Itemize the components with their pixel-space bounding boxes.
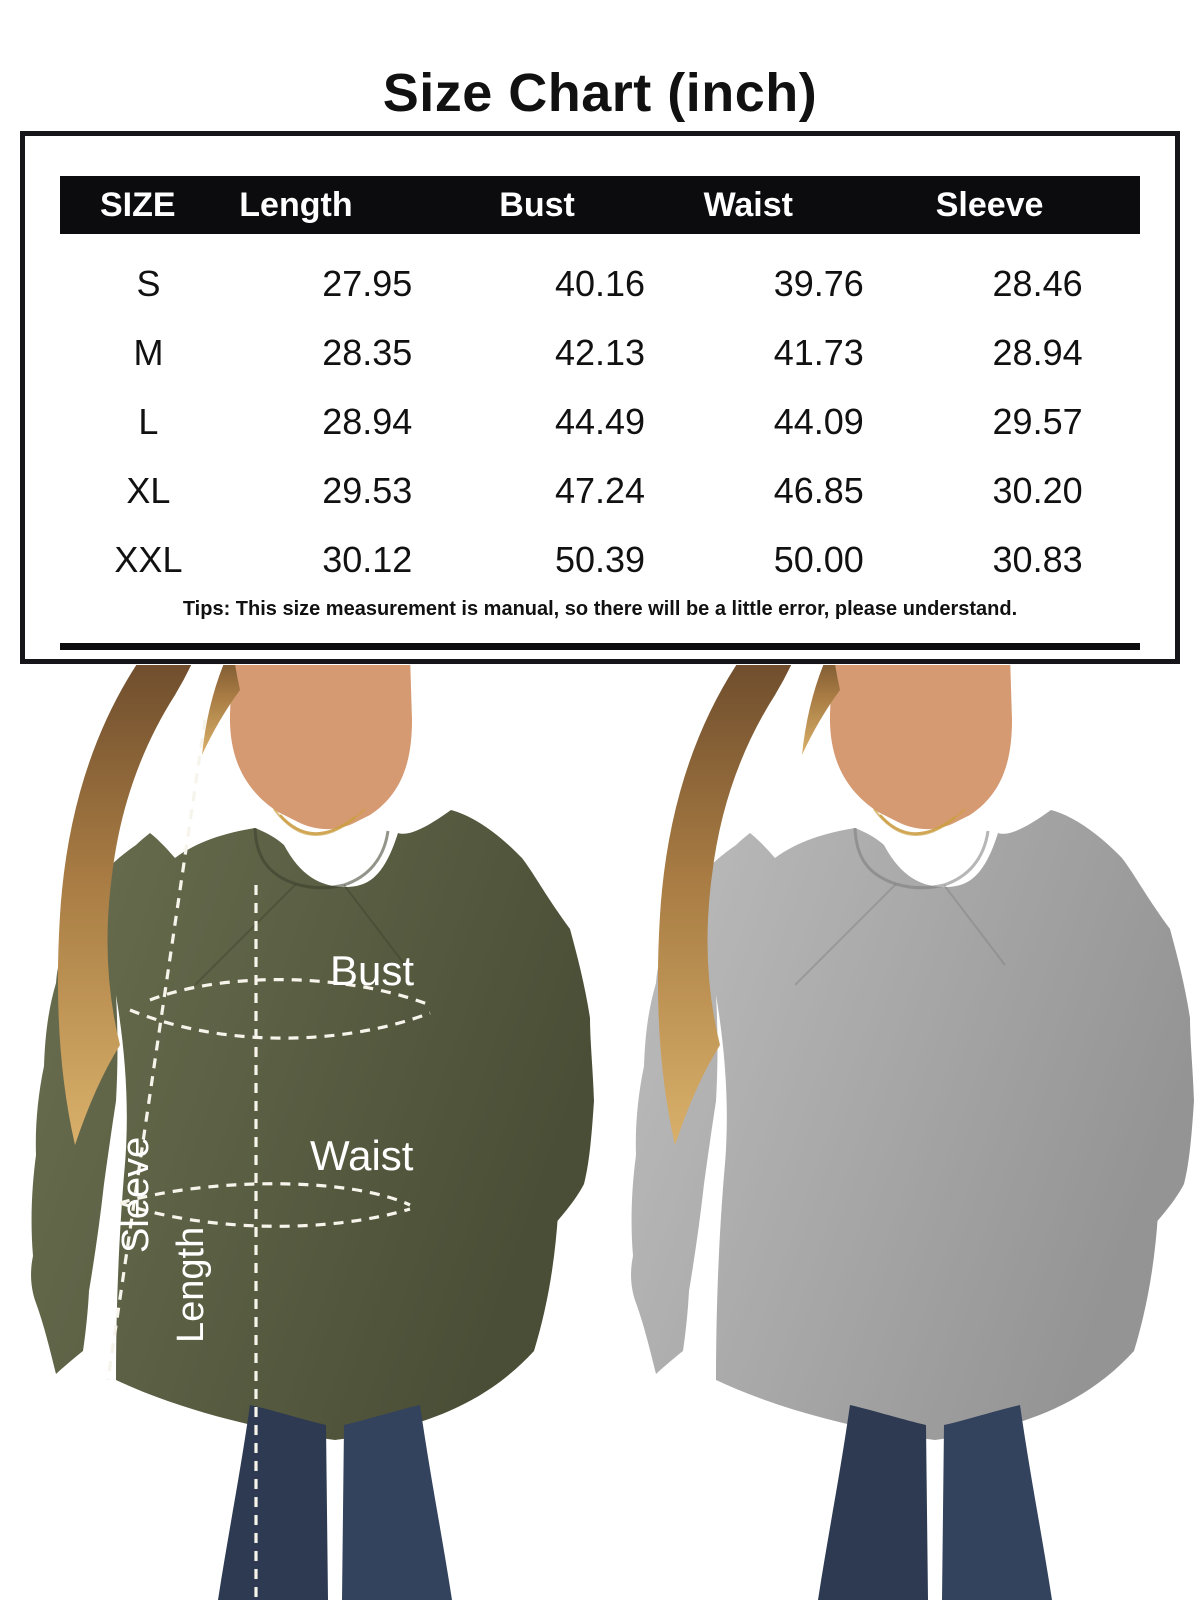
svg-text:Sleeve: Sleeve — [115, 1137, 157, 1253]
svg-text:Bust: Bust — [330, 947, 414, 994]
svg-text:Waist: Waist — [310, 1132, 414, 1179]
svg-text:Length: Length — [170, 1227, 212, 1343]
